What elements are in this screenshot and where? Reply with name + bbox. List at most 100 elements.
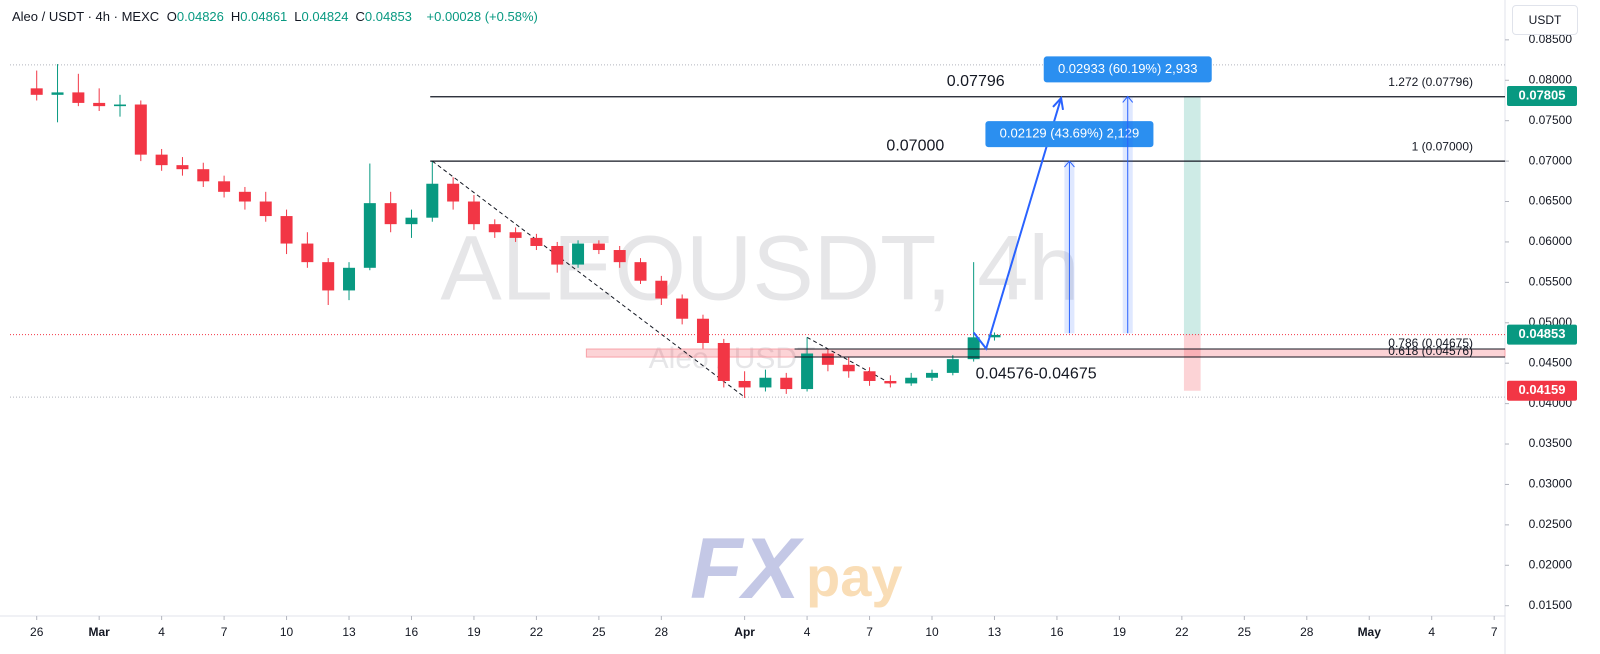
candle-body bbox=[363, 203, 376, 268]
position-stop bbox=[1183, 334, 1201, 391]
candle-body bbox=[967, 337, 980, 360]
measure-head bbox=[1064, 160, 1075, 168]
position-target bbox=[1183, 96, 1201, 335]
x-tick-label: 16 bbox=[405, 625, 419, 639]
x-tick-label: Mar bbox=[88, 625, 110, 639]
measure-box bbox=[985, 121, 1154, 148]
x-tick-label: 13 bbox=[988, 625, 1002, 639]
candle-body bbox=[280, 216, 293, 244]
measure-head bbox=[1122, 95, 1134, 103]
watermark-title: ALEOUSDT, 4h bbox=[440, 217, 1079, 319]
x-tick-label: 25 bbox=[1238, 625, 1252, 639]
candle-body bbox=[238, 191, 251, 202]
x-tick-label: 7 bbox=[866, 625, 873, 639]
ohlc-value: 0.04826 bbox=[176, 9, 224, 24]
measure-box bbox=[1043, 56, 1212, 83]
logo-pay: pay bbox=[806, 545, 903, 608]
x-tick-label: 4 bbox=[158, 625, 165, 639]
price-badge-label: 0.04159 bbox=[1519, 382, 1566, 397]
candle-body bbox=[134, 104, 147, 155]
watermark-subtitle: Aleo / USDT bbox=[649, 342, 816, 375]
candle-body bbox=[197, 169, 210, 182]
projection bbox=[972, 97, 1063, 351]
candle-body bbox=[551, 245, 564, 265]
level-label: 0.07796 bbox=[947, 73, 1005, 90]
candle-body bbox=[988, 334, 1001, 338]
candle-body bbox=[905, 377, 918, 384]
y-tick-label: 0.03000 bbox=[1529, 477, 1573, 491]
ohlc-key: L bbox=[294, 9, 302, 24]
candle-body bbox=[467, 201, 480, 225]
y-tick-label: 0.02500 bbox=[1529, 517, 1573, 531]
y-tick-label: 0.06500 bbox=[1529, 194, 1573, 208]
x-tick-label: 10 bbox=[925, 625, 939, 639]
y-tick-label: 0.08500 bbox=[1529, 32, 1573, 46]
header: Aleo / USDT · 4h · MEXC O0.04826 H0.04861… bbox=[12, 9, 545, 24]
candle-body bbox=[301, 243, 314, 263]
y-tick-label: 0.01500 bbox=[1529, 598, 1573, 612]
measure-label: 0.02129 (43.69%) 2,129 bbox=[1000, 126, 1140, 141]
y-tick-label: 0.05500 bbox=[1529, 275, 1573, 289]
candle-body bbox=[759, 377, 772, 388]
candle-body bbox=[926, 372, 939, 378]
candle-body bbox=[572, 243, 585, 265]
x-tick-label: 28 bbox=[1300, 625, 1314, 639]
price-badge bbox=[1507, 86, 1577, 107]
x-tick-label: May bbox=[1358, 625, 1382, 639]
fib-label: 1.272 (0.07796) bbox=[1388, 75, 1473, 89]
x-tick-label: 13 bbox=[342, 625, 356, 639]
ohlc: O0.04826 H0.04861 L0.04824 C0.04853 bbox=[167, 9, 419, 24]
ohlc-key: H bbox=[230, 9, 241, 24]
candle-body bbox=[738, 380, 751, 388]
candle-body bbox=[176, 165, 189, 170]
x-tick-label: 22 bbox=[1175, 625, 1189, 639]
candle-body bbox=[447, 183, 460, 202]
candle-body bbox=[717, 342, 730, 381]
candle-body bbox=[509, 232, 522, 238]
candle-body bbox=[51, 92, 64, 95]
candle-body bbox=[613, 250, 626, 263]
candle-body bbox=[530, 237, 543, 246]
y-tick-label: 0.08000 bbox=[1529, 72, 1573, 86]
y-tick-label: 0.02000 bbox=[1529, 557, 1573, 571]
y-tick-label: 0.06000 bbox=[1529, 234, 1573, 248]
candle-body bbox=[426, 183, 439, 218]
ohlc-key: O bbox=[166, 9, 177, 24]
price-badge-label: 0.04853 bbox=[1519, 326, 1566, 341]
y-tick-label: 0.07000 bbox=[1529, 153, 1573, 167]
x-tick-label: 7 bbox=[1491, 625, 1498, 639]
x-tick-label: Apr bbox=[734, 625, 755, 639]
candle-body bbox=[655, 280, 668, 299]
x-tick-label: 10 bbox=[280, 625, 294, 639]
ohlc-value: 0.04824 bbox=[301, 9, 349, 24]
measure-label: 0.02933 (60.19%) 2,933 bbox=[1058, 61, 1198, 76]
logo-fx: FX bbox=[690, 521, 805, 617]
candle-body bbox=[488, 224, 501, 233]
logo: FX pay bbox=[690, 521, 903, 617]
ohlc-value: 0.04853 bbox=[364, 9, 412, 24]
candle-body bbox=[801, 353, 814, 390]
candle-body bbox=[780, 377, 793, 390]
x-tick-label: 4 bbox=[1428, 625, 1435, 639]
candle-body bbox=[405, 217, 418, 225]
candle-body bbox=[322, 262, 335, 291]
currency-button[interactable]: USDT bbox=[1512, 5, 1578, 35]
x-tick-label: 19 bbox=[467, 625, 481, 639]
x-tick-label: 25 bbox=[592, 625, 606, 639]
fib-label: 1 (0.07000) bbox=[1412, 139, 1473, 153]
candle-body bbox=[946, 359, 959, 373]
x-tick-label: 19 bbox=[1113, 625, 1127, 639]
trendline bbox=[806, 336, 891, 384]
candle-body bbox=[155, 154, 168, 166]
price-badge bbox=[1507, 380, 1577, 401]
trendline bbox=[432, 160, 745, 398]
candle-body bbox=[863, 371, 876, 381]
x-tick-label: 22 bbox=[530, 625, 544, 639]
candle-body bbox=[634, 262, 647, 281]
projection-head bbox=[1052, 95, 1064, 111]
y-tick-label: 0.07500 bbox=[1529, 113, 1573, 127]
candle-body bbox=[884, 380, 897, 384]
candle-body bbox=[72, 92, 85, 103]
